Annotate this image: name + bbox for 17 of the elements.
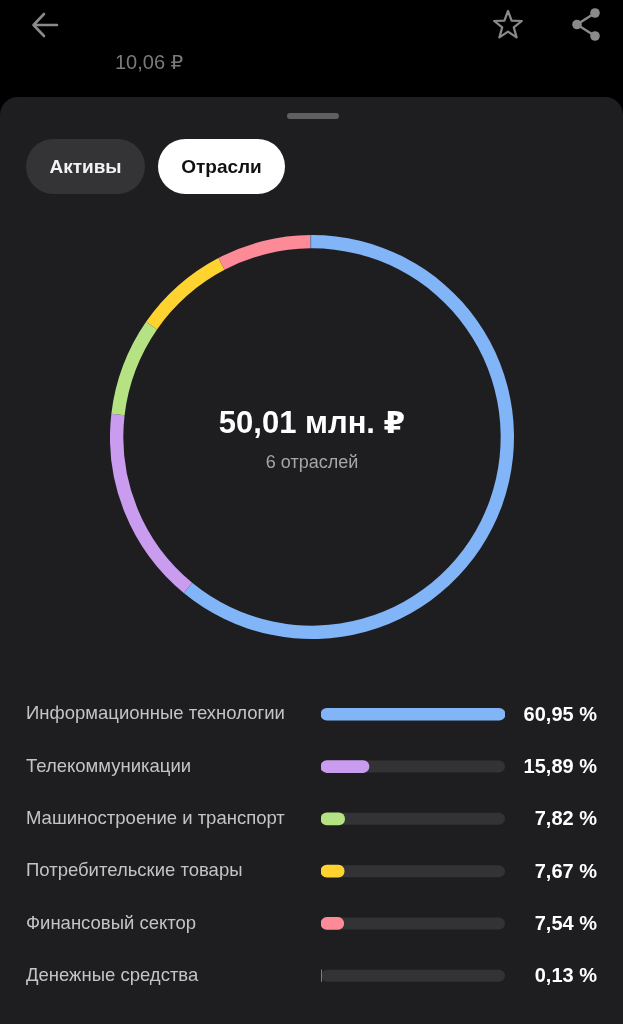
data-label: 7,67 %: [534, 859, 598, 882]
y-tick-label: Информационные технологии: [26, 702, 285, 724]
text: 50,01 млн. ₽: [218, 404, 406, 440]
data-label: 60,95 %: [523, 702, 598, 725]
data-label: 7,82 %: [534, 807, 598, 830]
y-tick-label: Машиностроение и транспорт: [26, 806, 286, 828]
data-label: 15,89 %: [523, 755, 598, 778]
y-tick-label: Потребительские товары: [26, 859, 243, 881]
tab-pill: Активы: [26, 139, 145, 194]
y-tick-label: Финансовый сектор: [26, 911, 197, 933]
y-tick-label: Телекоммуникации: [26, 754, 192, 776]
y-tick-label: Денежные средства: [26, 963, 199, 985]
data-label: 0,13 %: [534, 964, 598, 987]
tab-pill: Отрасли: [158, 139, 285, 194]
text: 6 отраслей: [265, 451, 359, 472]
chart-subtitle: 10,06 ₽: [115, 50, 184, 74]
data-label: 7,54 %: [534, 911, 598, 934]
